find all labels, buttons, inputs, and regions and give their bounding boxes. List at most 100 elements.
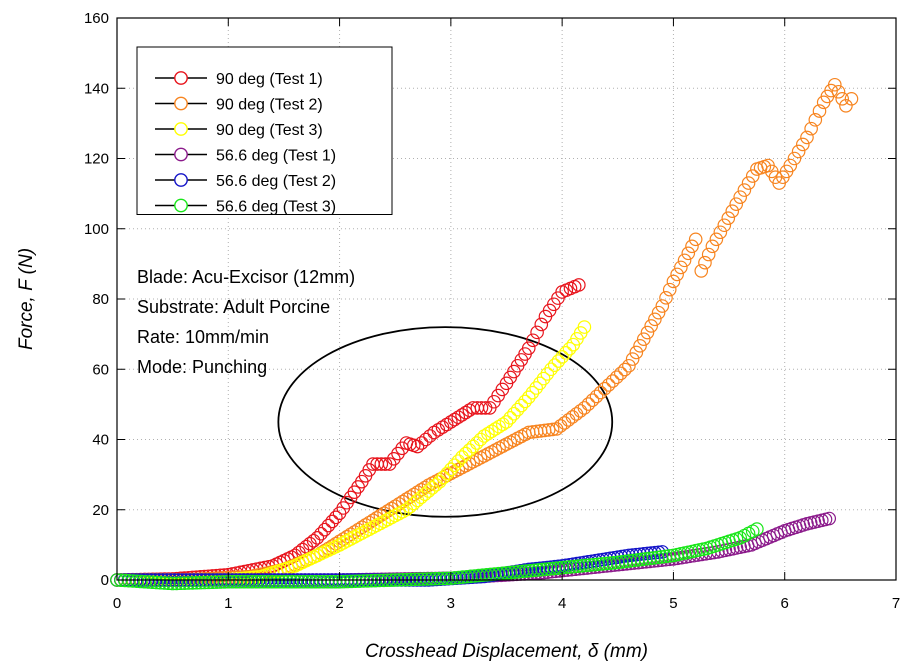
data-point bbox=[573, 404, 588, 418]
legend-label: 56.6 deg (Test 2) bbox=[216, 173, 336, 190]
data-point bbox=[721, 211, 736, 226]
ellipse-layer bbox=[277, 326, 614, 518]
data-point bbox=[705, 239, 720, 254]
data-point bbox=[321, 518, 336, 533]
legend-marker bbox=[174, 173, 188, 187]
data-point bbox=[562, 341, 577, 356]
data-point bbox=[444, 462, 458, 477]
data-point bbox=[827, 77, 842, 92]
data-point bbox=[358, 518, 373, 532]
data-point bbox=[351, 522, 365, 537]
data-point bbox=[429, 477, 443, 492]
data-point bbox=[625, 352, 640, 366]
legend-item: 90 deg (Test 1) bbox=[155, 71, 323, 88]
data-point bbox=[572, 278, 586, 292]
legend-label: 56.6 deg (Test 1) bbox=[216, 148, 336, 165]
data-point bbox=[662, 549, 677, 563]
data-point bbox=[325, 514, 339, 529]
data-point bbox=[444, 415, 458, 429]
data-point bbox=[835, 91, 850, 106]
x-tick-label: 0 bbox=[113, 595, 121, 612]
legend-marker bbox=[174, 122, 188, 136]
legend-item: 90 deg (Test 2) bbox=[155, 97, 323, 114]
y-tick-label: 80 bbox=[92, 291, 109, 308]
data-point bbox=[410, 439, 425, 454]
legend-marker bbox=[174, 147, 188, 162]
data-point bbox=[659, 291, 673, 305]
data-point bbox=[733, 190, 747, 204]
data-point bbox=[636, 332, 651, 346]
data-point bbox=[601, 378, 616, 392]
y-tick-label: 60 bbox=[92, 361, 109, 378]
y-tick-label: 0 bbox=[101, 572, 109, 589]
data-point bbox=[440, 466, 454, 481]
legend-marker bbox=[174, 96, 188, 111]
data-point bbox=[521, 341, 536, 355]
data-point bbox=[403, 490, 417, 504]
legend-marker bbox=[174, 198, 188, 213]
data-point bbox=[419, 432, 433, 447]
data-point bbox=[455, 450, 469, 464]
data-point bbox=[451, 454, 466, 468]
data-point bbox=[317, 522, 332, 537]
data-point bbox=[314, 526, 328, 541]
data-point bbox=[362, 515, 377, 530]
data-point bbox=[681, 246, 696, 261]
y-axis-title: Force, F (N) bbox=[16, 248, 37, 350]
data-point bbox=[458, 446, 473, 461]
data-point bbox=[831, 84, 846, 99]
data-point bbox=[533, 561, 547, 576]
data-point bbox=[507, 406, 521, 421]
data-point bbox=[474, 401, 489, 415]
annotation-rate: Rate: 10mm/min bbox=[137, 327, 269, 347]
highlight-ellipse bbox=[277, 326, 614, 518]
data-point bbox=[737, 183, 752, 197]
data-point bbox=[644, 319, 658, 333]
data-point bbox=[581, 397, 596, 411]
x-tick-label: 6 bbox=[781, 595, 789, 612]
data-point bbox=[477, 429, 492, 443]
data-point bbox=[533, 376, 547, 391]
data-point bbox=[666, 274, 681, 289]
data-point bbox=[347, 525, 362, 539]
y-tick-label: 100 bbox=[84, 221, 109, 238]
data-point bbox=[414, 436, 429, 450]
data-point bbox=[808, 113, 823, 127]
data-point bbox=[329, 510, 343, 525]
data-point bbox=[499, 415, 514, 429]
legend-item: 56.6 deg (Test 2) bbox=[155, 173, 336, 190]
data-point bbox=[462, 443, 477, 457]
data-point bbox=[709, 232, 724, 247]
data-point bbox=[609, 370, 624, 385]
data-point bbox=[521, 562, 536, 577]
data-point bbox=[310, 531, 325, 545]
data-point bbox=[525, 385, 540, 400]
data-point bbox=[670, 267, 684, 282]
legend: 90 deg (Test 1) 90 deg (Test 2) 90 deg (Te… bbox=[136, 46, 393, 216]
data-point bbox=[577, 320, 592, 334]
data-point bbox=[618, 362, 632, 377]
data-point bbox=[466, 439, 480, 454]
legend-item: 56.6 deg (Test 1) bbox=[155, 148, 336, 165]
annotation-substrate: Substrate: Adult Porcine bbox=[137, 297, 330, 317]
data-point bbox=[547, 358, 562, 372]
data-point bbox=[399, 492, 414, 507]
x-tick-label: 4 bbox=[558, 595, 566, 612]
x-tick-label: 7 bbox=[892, 595, 900, 612]
data-point bbox=[559, 346, 573, 360]
data-point bbox=[514, 398, 529, 413]
data-point bbox=[614, 366, 628, 381]
data-point bbox=[481, 426, 495, 441]
data-point bbox=[492, 419, 506, 434]
legend-label: 90 deg (Test 2) bbox=[216, 97, 323, 114]
data-point bbox=[447, 458, 462, 473]
data-point bbox=[545, 422, 560, 437]
data-point bbox=[510, 402, 525, 417]
data-point bbox=[688, 232, 703, 247]
data-point bbox=[526, 333, 540, 348]
data-point bbox=[812, 104, 827, 118]
data-point bbox=[685, 239, 699, 254]
data-point bbox=[521, 390, 536, 405]
data-point bbox=[783, 158, 798, 173]
data-point bbox=[674, 260, 688, 275]
